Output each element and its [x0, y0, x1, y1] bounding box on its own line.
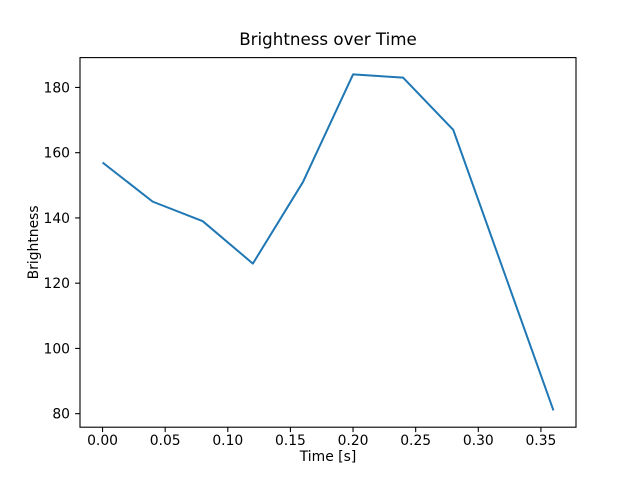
- axis-ticks: 0.00 0.05 0.10 0.15 0.20 0.25 0.30 0.35 80 100 120…: [43, 80, 556, 449]
- x-tick-label: 0.35: [525, 433, 556, 449]
- y-tick-label: 80: [52, 407, 70, 423]
- x-tick-label: 0.05: [150, 433, 181, 449]
- axes-spines: [79, 57, 577, 428]
- y-tick-label: 160: [43, 146, 70, 162]
- x-tick-label: 0.15: [275, 433, 306, 449]
- x-tick-label: 0.25: [400, 433, 431, 449]
- y-tick-label: 140: [43, 211, 70, 227]
- chart-title: Brightness over Time: [239, 29, 417, 49]
- y-tick-label: 120: [43, 276, 70, 292]
- axes-frame: [79, 57, 577, 428]
- x-axis-label: Time [s]: [299, 449, 357, 465]
- x-tick-label: 0.30: [463, 433, 494, 449]
- series-line-brightness: [101, 73, 555, 411]
- x-tick-label: 0.20: [338, 433, 369, 449]
- x-tick-label: 0.10: [212, 433, 243, 449]
- x-tick-label: 0.00: [87, 433, 118, 449]
- data-series: [101, 73, 555, 411]
- y-tick-label: 180: [43, 80, 70, 96]
- y-axis-label: Brightness: [26, 205, 42, 279]
- y-tick-label: 100: [43, 341, 70, 357]
